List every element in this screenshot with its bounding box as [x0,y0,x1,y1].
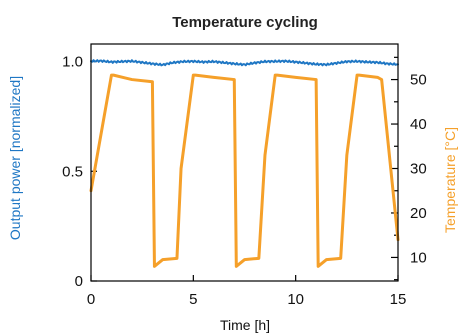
y-right-tick-label: 50 [410,72,427,89]
y-right-tick-label: 20 [410,205,427,222]
y-left-tick-label: 1.0 [62,54,83,71]
temperature-series-line [89,73,400,268]
x-tick-label: 0 [87,291,95,308]
chart-title: Temperature cycling [172,14,318,31]
y-right-tick-label: 30 [410,161,427,178]
y-left-tick-label: 0.5 [62,163,83,180]
x-axis-label: Time [h] [220,317,270,333]
y-left-ticks: 0 0.5 1.0 [62,54,97,290]
x-tick-label: 15 [390,291,407,308]
power-series-line [90,59,399,67]
series-group [89,59,400,268]
y-left-axis-label: Output power [normalized] [7,76,23,240]
plot-frame [90,43,399,282]
y-left-tick-label: 0 [75,273,83,290]
y-right-ticks: 10 20 30 40 50 [391,56,427,281]
x-ticks: 0 5 10 15 [87,275,407,308]
y-right-tick-label: 10 [410,249,427,266]
x-tick-label: 10 [287,291,304,308]
x-tick-label: 5 [189,291,197,308]
y-right-tick-label: 40 [410,116,427,133]
y-right-axis-label: Temperature [°C] [442,127,458,233]
